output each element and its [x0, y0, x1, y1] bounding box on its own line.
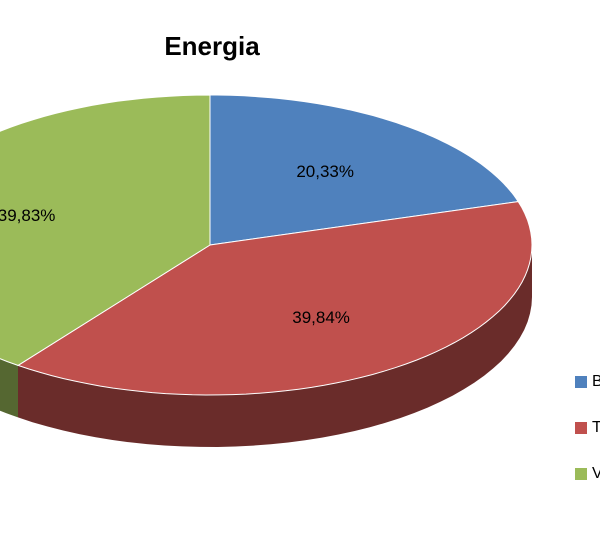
data-label: 20,33% — [296, 162, 354, 181]
data-label: 39,84% — [292, 308, 350, 327]
chart-title: Energia — [164, 31, 260, 61]
slice-side — [0, 358, 18, 418]
legend-swatch — [575, 422, 587, 434]
data-label: 39,83% — [0, 206, 55, 225]
slice-side — [18, 245, 532, 447]
legend-swatch — [575, 376, 587, 388]
slice — [209, 94, 520, 246]
legend-label: T — [592, 419, 600, 436]
legend-label: V — [592, 465, 600, 482]
legend-swatch — [575, 468, 587, 480]
slice — [16, 201, 533, 396]
slice — [0, 94, 211, 366]
legend-label: B — [592, 373, 600, 390]
